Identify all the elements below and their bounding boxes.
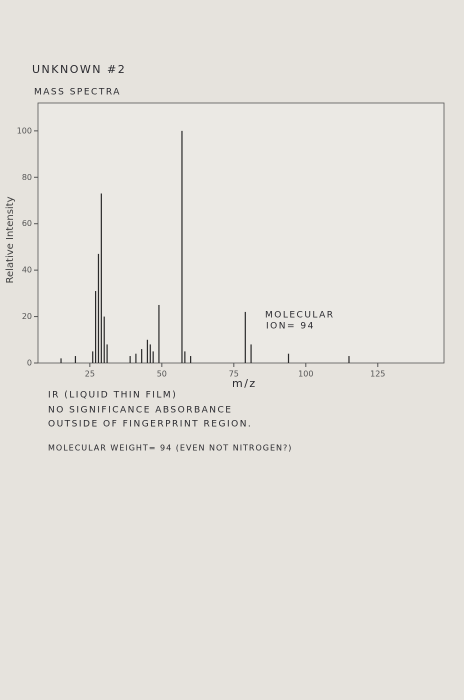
- x-tick-label: 100: [298, 370, 313, 379]
- handwritten-note: MOLECULAR WEIGHT= 94 (EVEN NOT NITROGEN?…: [48, 444, 292, 453]
- chart-subtitle: MASS SPECTRA: [34, 88, 121, 98]
- handwritten-note: IR (LIQUID THIN FILM): [48, 391, 177, 401]
- handwritten-note: MOLECULAR: [265, 311, 335, 321]
- x-tick-label: 50: [157, 370, 167, 379]
- x-tick-label: 125: [370, 370, 385, 379]
- y-axis-label: Relative Intensity: [5, 196, 16, 283]
- y-tick-label: 0: [27, 359, 32, 368]
- y-tick-label: 60: [22, 219, 32, 228]
- y-tick-label: 80: [22, 173, 32, 182]
- y-tick-label: 20: [22, 312, 32, 321]
- handwritten-note: OUTSIDE OF FINGERPRINT REGION.: [48, 420, 252, 430]
- handwritten-note: ION= 94: [266, 322, 315, 332]
- handwritten-note: NO SIGNIFICANCE ABSORBANCE: [48, 406, 233, 416]
- y-tick-label: 100: [17, 126, 32, 135]
- plot-frame: [37, 102, 445, 364]
- x-tick-label: 25: [85, 370, 95, 379]
- chart-title: UNKNOWN #2: [32, 63, 126, 76]
- y-tick-label: 40: [22, 266, 32, 275]
- x-tick-label: 75: [229, 370, 239, 379]
- x-axis-label: m/z: [232, 377, 257, 390]
